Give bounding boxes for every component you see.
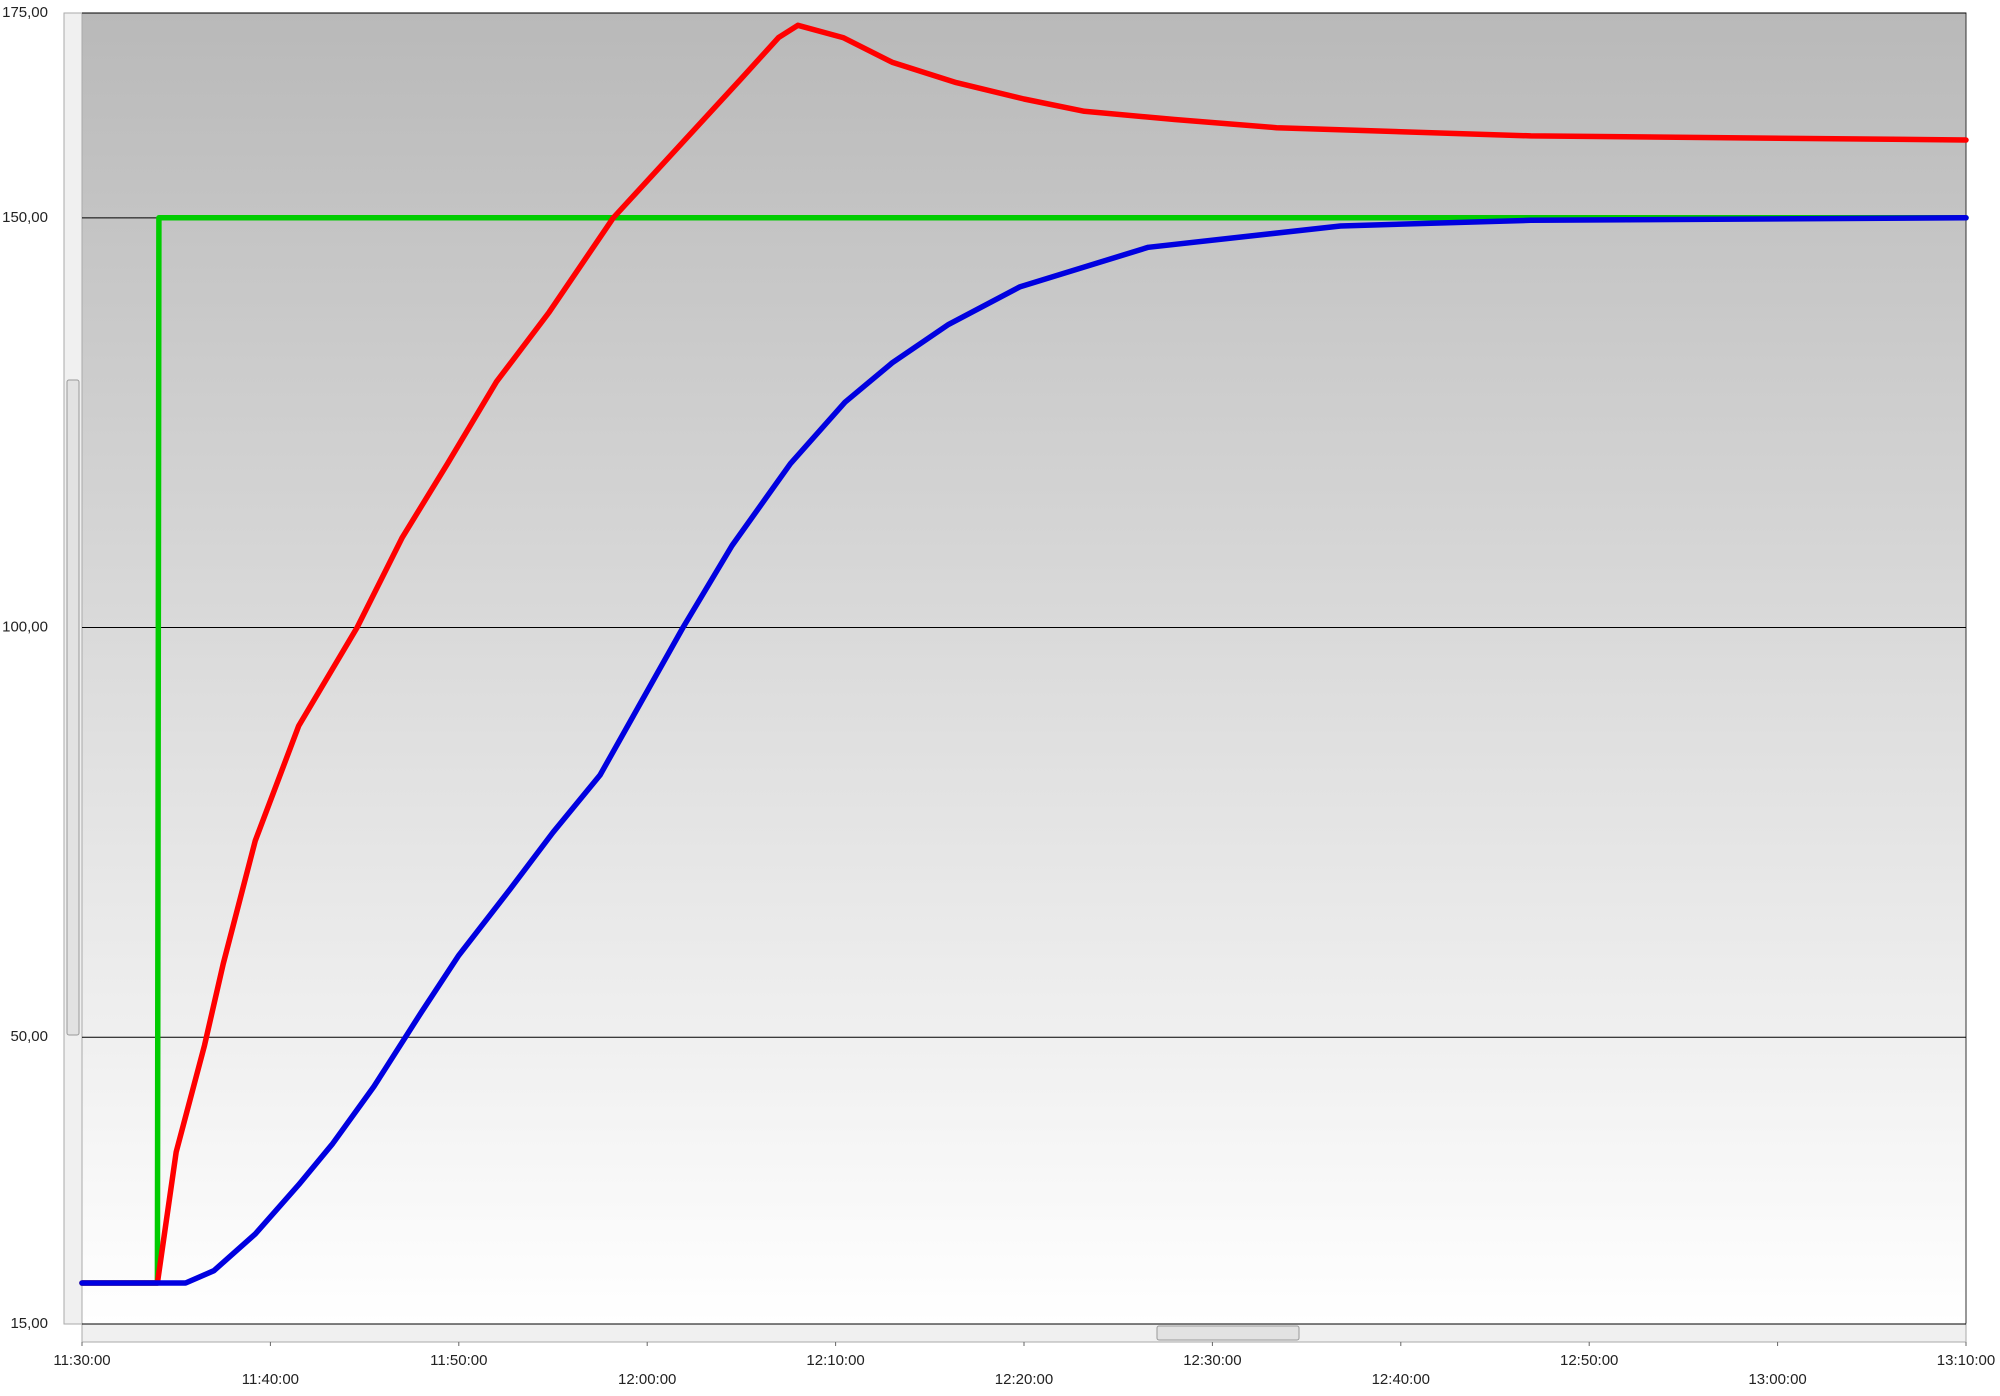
x-tick-label: 11:50:00 (430, 1352, 487, 1369)
x-tick-label: 12:30:00 (1183, 1352, 1241, 1369)
x-tick-label: 12:20:00 (995, 1371, 1053, 1388)
series-line (79, 22, 1969, 1286)
x-tick-label: 12:50:00 (1560, 1352, 1618, 1369)
y-tick-label: 15,00 (10, 1315, 48, 1332)
x-tick-label: 12:40:00 (1372, 1371, 1430, 1388)
y-tick-label: 50,00 (10, 1028, 48, 1045)
x-tick-label: 13:00:00 (1748, 1371, 1806, 1388)
horizontal-scrollbar[interactable] (81, 1323, 1967, 1343)
plot-area (81, 12, 1967, 1325)
series-line (79, 215, 1969, 1286)
x-tick-label: 11:40:00 (242, 1371, 299, 1388)
x-tick-label: 11:30:00 (53, 1352, 110, 1369)
x-tick-label: 12:10:00 (806, 1352, 864, 1369)
vertical-scroll-thumb[interactable] (66, 379, 80, 1036)
y-tick-label: 175,00 (2, 4, 48, 21)
x-tick-label: 13:10:00 (1937, 1352, 1995, 1369)
horizontal-scroll-thumb[interactable] (1156, 1325, 1300, 1341)
y-tick-label: 150,00 (2, 209, 48, 226)
y-tick-label: 100,00 (2, 619, 48, 636)
x-tick-label: 12:00:00 (618, 1371, 676, 1388)
